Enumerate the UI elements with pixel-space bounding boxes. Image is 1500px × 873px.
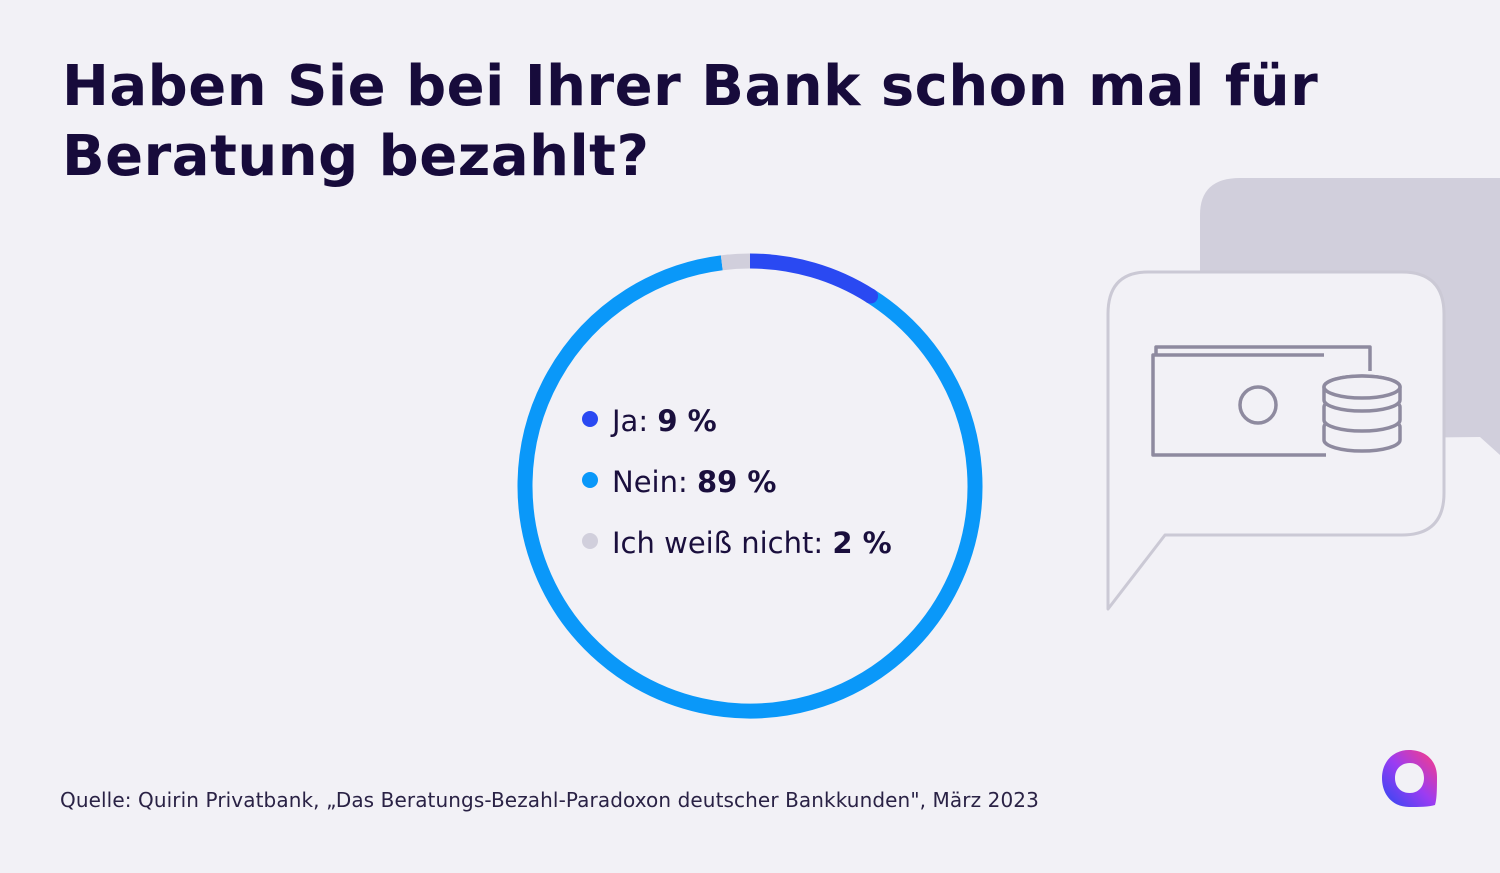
donut-chart: [517, 253, 983, 719]
speech-bubble-icon: [1106, 178, 1500, 611]
legend-label-unknown: Ich weiß nicht:: [612, 526, 824, 560]
title-line-1: Haben Sie bei Ihrer Bank schon mal für: [62, 54, 1319, 119]
legend-dot-nein: [582, 472, 598, 488]
chart-legend: Ja: 9 % Nein: 89 % Ich weiß nicht: 2 %: [582, 395, 892, 578]
legend-item-unknown: Ich weiß nicht: 2 %: [582, 517, 892, 578]
legend-value-ja: 9 %: [657, 404, 717, 438]
legend-item-ja: Ja: 9 %: [582, 395, 892, 456]
legend-label-ja: Ja:: [612, 404, 649, 438]
donut-slice-ja: [749, 253, 875, 303]
legend-dot-ja: [582, 411, 598, 427]
source-note: Quelle: Quirin Privatbank, „Das Beratung…: [60, 788, 1039, 812]
legend-label-nein: Nein:: [612, 465, 688, 499]
brand-logo-icon: [1382, 750, 1437, 807]
coin-stack-icon: [1322, 374, 1402, 453]
chart-title: Haben Sie bei Ihrer Bank schon mal für B…: [62, 52, 1342, 192]
legend-item-nein: Nein: 89 %: [582, 456, 892, 517]
legend-value-unknown: 2 %: [832, 526, 892, 560]
donut-slice-ja-cap: [863, 288, 879, 304]
banknote-icon: [1151, 345, 1372, 457]
title-line-2: Beratung bezahlt?: [62, 124, 650, 189]
donut-slice-nein: [517, 255, 983, 719]
legend-dot-unknown: [582, 533, 598, 549]
donut-slice-unknown: [720, 253, 751, 271]
legend-value-nein: 89 %: [696, 465, 777, 499]
